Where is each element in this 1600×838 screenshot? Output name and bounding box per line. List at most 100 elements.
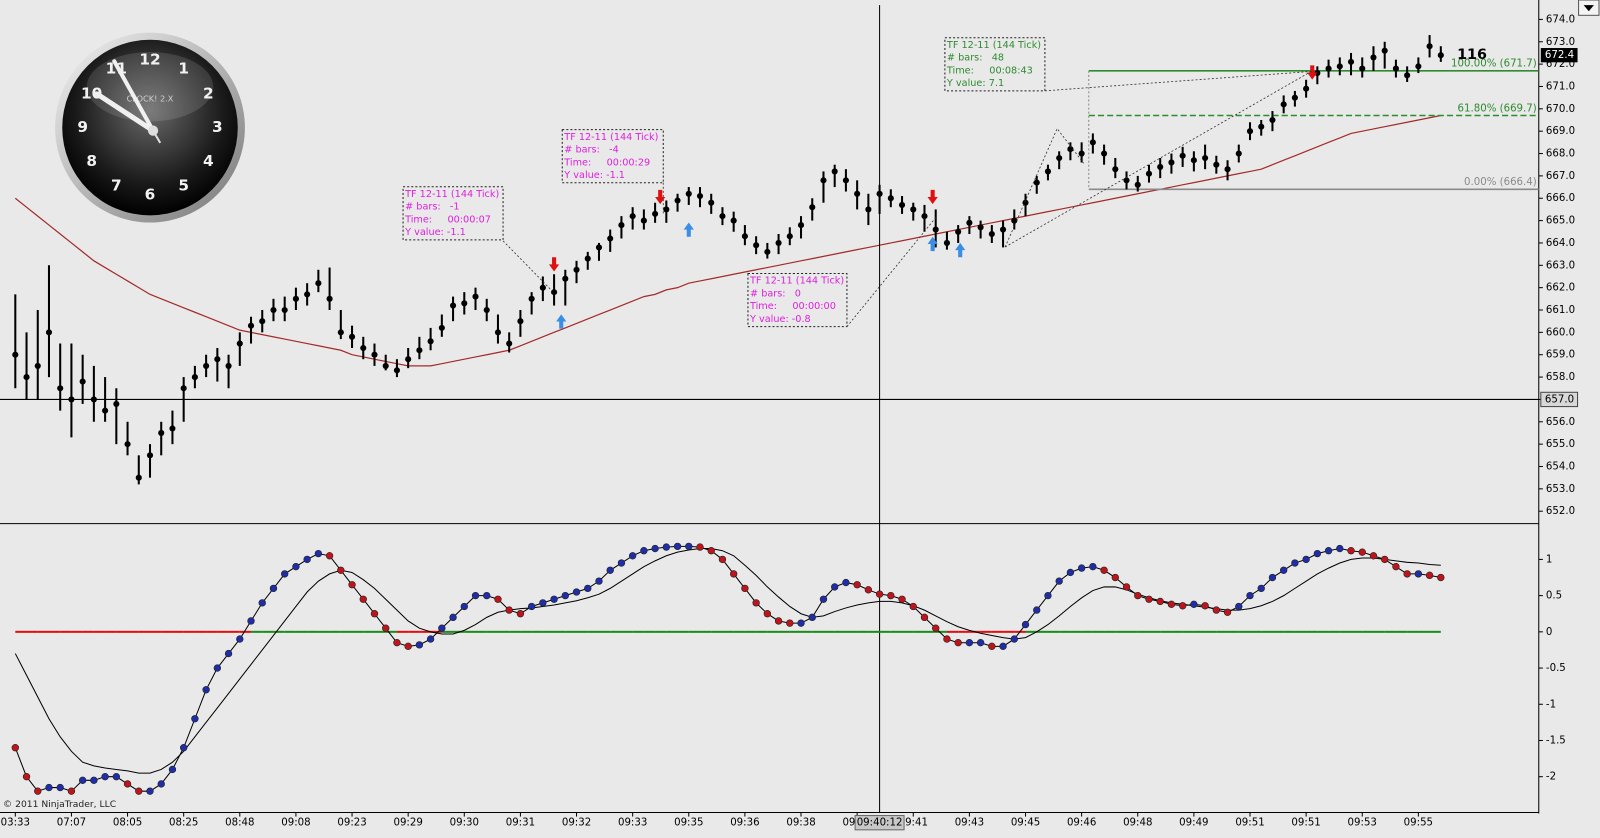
oscillator-dot [1235, 602, 1243, 611]
oscillator-dot [505, 606, 513, 614]
close-dot [820, 177, 827, 184]
close-dot [247, 322, 255, 329]
oscillator-dot [471, 591, 480, 600]
menu-button[interactable] [1578, 0, 1600, 16]
clock-widget: CLOCK! 2.X 121234567891011 [55, 32, 245, 223]
oscillator-dot [1358, 548, 1366, 556]
fib-label: 61.80% (669.7) [1458, 103, 1537, 114]
clock-numeral: 10 [81, 84, 102, 102]
close-dot [966, 219, 973, 226]
clock-pin [147, 125, 159, 136]
buy-arrow [683, 222, 694, 237]
close-dot [382, 362, 389, 369]
close-dot [921, 213, 928, 220]
oscillator-dot [247, 617, 255, 625]
close-dot [753, 242, 760, 249]
oscillator-dot [1167, 600, 1176, 608]
y-tick-label: 673.0 [1546, 37, 1575, 48]
close-dot [203, 362, 210, 369]
oscillator-dot [1190, 600, 1198, 608]
oscillator-dot [819, 595, 828, 603]
oscillator-dot [1369, 552, 1378, 560]
signal-arrows [548, 65, 1318, 329]
close-dot [562, 275, 569, 282]
close-dot [304, 291, 311, 298]
oscillator-dot [359, 595, 367, 603]
oscillator-dot [179, 744, 188, 752]
annotation-line: Time: 00:08:43 [946, 65, 1033, 76]
oscillator-dot [449, 613, 457, 622]
close-dot [955, 228, 962, 235]
oscillator-dot [1021, 620, 1030, 629]
close-dot [730, 217, 737, 224]
annotation-line: # bars: 48 [947, 53, 1004, 64]
x-tick-label: 09:32 [562, 818, 591, 829]
oscillator-dot [236, 635, 244, 643]
x-tick-label: 09:51 [1291, 818, 1320, 829]
close-dot [158, 429, 165, 437]
oscillator-dot [1010, 635, 1018, 643]
close-dot [775, 239, 782, 247]
close-dot [1078, 150, 1085, 157]
buy-arrow [927, 236, 938, 252]
close-dot [1112, 166, 1119, 173]
oscillator-dot [595, 577, 603, 585]
oscillator-dot [1257, 584, 1265, 593]
close-dot [685, 190, 692, 197]
oscillator-dot [831, 583, 839, 591]
close-dot [932, 226, 939, 233]
oscillator-dot [213, 664, 222, 672]
x-tick-label: 09:29 [393, 818, 422, 829]
oscillator-dot [11, 744, 19, 752]
oscillator-dot [1246, 591, 1254, 600]
sell-arrow [1307, 65, 1318, 80]
oscillator-dot [1414, 570, 1423, 578]
close-dot [741, 233, 748, 240]
oscillator-dot [842, 578, 850, 587]
crosshair-price-box [1540, 391, 1579, 408]
oscillator-dot [34, 787, 42, 795]
close-dot [663, 206, 670, 213]
y-tick-label: -2 [1546, 772, 1556, 783]
oscillator-dot [393, 639, 401, 647]
connector [1004, 71, 1312, 248]
x-tick-label: 09:43 [955, 818, 984, 829]
y-tick-label: 661.0 [1546, 305, 1575, 316]
close-dot [23, 374, 30, 381]
oscillator-dot [752, 599, 760, 607]
oscillator-dot [763, 610, 772, 618]
y-tick-label: 674.0 [1546, 14, 1575, 25]
clock-numeral: 8 [86, 152, 97, 170]
oscillator-dot [516, 610, 525, 618]
x-tick-label: 09:31 [506, 818, 535, 829]
oscillator-dot [685, 542, 693, 551]
close-dot [225, 362, 232, 369]
x-tick-label: 09:51 [1235, 818, 1264, 829]
annotation-line: # bars: -1 [405, 202, 459, 213]
x-tick-label: 08:05 [113, 818, 142, 829]
close-dot [416, 347, 423, 354]
oscillator-dot [1291, 559, 1299, 567]
close-dot [1134, 181, 1141, 188]
fib-label: 0.00% (666.4) [1464, 177, 1537, 188]
close-dot [696, 192, 704, 200]
close-dot [797, 222, 805, 229]
close-dot [1157, 163, 1164, 171]
close-dot [1336, 63, 1343, 70]
close-dot [191, 374, 198, 381]
close-dot [719, 213, 726, 220]
oscillator-dot [78, 776, 87, 784]
oscillator-dot [718, 555, 727, 564]
x-tick-label: 09:23 [337, 818, 366, 829]
y-tick-label: 659.0 [1546, 350, 1575, 361]
close-dot [371, 351, 378, 358]
oscillator-dot [1033, 606, 1041, 614]
oscillator-dot [887, 591, 895, 600]
oscillator-dot [943, 635, 951, 643]
close-dot [607, 235, 614, 242]
oscillator-dot [1134, 591, 1142, 600]
annotation-line: Y value: 7.1 [946, 78, 1004, 89]
x-tick-label: 08:48 [225, 818, 254, 829]
oscillator-dot [146, 787, 154, 795]
clock-numeral: 4 [203, 152, 214, 170]
